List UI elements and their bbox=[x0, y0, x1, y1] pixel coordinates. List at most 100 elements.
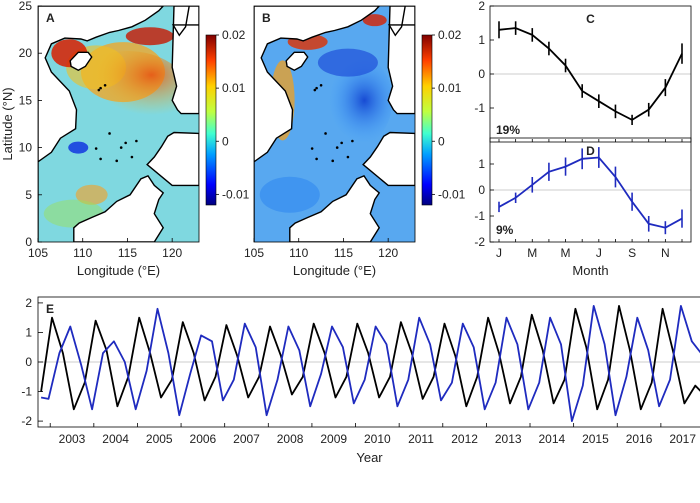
islet bbox=[135, 139, 138, 143]
variance-annotation: 9% bbox=[496, 223, 514, 237]
x-tick-label: 2005 bbox=[146, 432, 173, 446]
y-tick-label: 2 bbox=[25, 296, 32, 310]
coastline-hainan bbox=[285, 51, 309, 71]
x-tick-label: 2009 bbox=[320, 432, 347, 446]
colorbar-tick-label: -0.01 bbox=[438, 187, 466, 201]
islet bbox=[315, 157, 318, 161]
x-tick-label: S bbox=[628, 246, 636, 260]
islet bbox=[315, 86, 318, 90]
colorbar-tick-label: 0.02 bbox=[222, 28, 246, 42]
islet bbox=[351, 139, 354, 143]
panel-label: C bbox=[586, 12, 595, 26]
islet bbox=[94, 147, 98, 150]
x-tick-label: 2003 bbox=[59, 432, 86, 446]
islet bbox=[119, 146, 123, 149]
series-line-2 bbox=[40, 305, 700, 422]
colorbar-tick-label: 0.01 bbox=[438, 81, 462, 95]
coastline-taiwan bbox=[387, 6, 415, 37]
islet bbox=[313, 88, 317, 92]
map-panel-a: 105 110 115 120 0 5 10 15 20 25 Latitude (°N) Longi… bbox=[0, 0, 250, 278]
coastline-mainland bbox=[38, 6, 165, 242]
series-line-1 bbox=[40, 305, 700, 411]
hot-anomaly bbox=[362, 14, 387, 27]
x-tick-label: 2017 bbox=[669, 432, 696, 446]
coastline-mainland bbox=[254, 6, 381, 242]
colorbar-tick-label: 0.02 bbox=[438, 28, 462, 42]
y-tick-label: 0 bbox=[478, 183, 485, 197]
colorbar bbox=[421, 34, 433, 206]
islet bbox=[108, 132, 111, 135]
y-tick-label: 25 bbox=[19, 0, 33, 13]
panel-label: E bbox=[46, 302, 54, 316]
timeseries-panel-e: 2 1 0 -1 -2 2003 2004 2005 2006 2007 2008 2009 2010 2… bbox=[21, 296, 700, 465]
coastline-palawan bbox=[146, 131, 199, 187]
y-tick-label: -2 bbox=[474, 235, 485, 249]
y-tick-label: 1 bbox=[25, 325, 32, 339]
map-field-b bbox=[254, 6, 415, 242]
y-tick-label: -2 bbox=[21, 414, 32, 428]
x-tick-label: 120 bbox=[162, 246, 182, 260]
x-tick-label: 2015 bbox=[582, 432, 609, 446]
islet bbox=[340, 141, 343, 145]
y-axis-label: Latitude (°N) bbox=[0, 87, 15, 160]
islet bbox=[346, 155, 350, 159]
panel-label: A bbox=[46, 11, 55, 25]
y-tick-label: 2 bbox=[478, 0, 485, 13]
x-tick-label: 2006 bbox=[190, 432, 217, 446]
colorbar bbox=[205, 34, 217, 206]
coastline-hainan bbox=[69, 51, 93, 71]
x-tick-label: J bbox=[496, 246, 502, 260]
y-tick-label: -1 bbox=[21, 385, 32, 399]
y-tick-label: -1 bbox=[474, 209, 485, 223]
cool-anomaly bbox=[312, 52, 393, 149]
map-field-a bbox=[38, 6, 199, 242]
y-tick-label: 0 bbox=[25, 235, 32, 249]
panel-label: D bbox=[586, 144, 595, 158]
coastline-borneo bbox=[289, 175, 381, 242]
x-tick-label: J bbox=[596, 246, 602, 260]
coastline-palawan bbox=[362, 131, 415, 187]
islet bbox=[324, 132, 327, 135]
y-tick-label: 20 bbox=[19, 46, 33, 60]
monthly-panel-d: 1 0 -1 -2 J M M J S N Month D 9% bbox=[474, 137, 692, 278]
hot-anomaly bbox=[125, 27, 174, 46]
islet bbox=[99, 86, 102, 90]
cool-anomaly bbox=[317, 48, 378, 77]
y-tick-label: 1 bbox=[478, 157, 485, 171]
warm-anomaly bbox=[75, 184, 108, 205]
panel-label: B bbox=[262, 11, 271, 25]
coastline-taiwan bbox=[171, 6, 199, 37]
y-tick-label: 0 bbox=[25, 355, 32, 369]
x-tick-label: 115 bbox=[118, 246, 137, 260]
cool-anomaly bbox=[68, 141, 89, 154]
x-tick-label: 2004 bbox=[102, 432, 129, 446]
x-tick-label: 115 bbox=[334, 246, 353, 260]
map-frame bbox=[37, 5, 200, 243]
y-tick-label: 15 bbox=[19, 93, 33, 107]
series-line bbox=[498, 156, 683, 229]
x-tick-label: 105 bbox=[244, 246, 264, 260]
x-tick-label: 120 bbox=[378, 246, 398, 260]
map-frame bbox=[253, 5, 416, 243]
colorbar-tick-label: 0 bbox=[222, 134, 229, 148]
colorbar-tick-label: 0 bbox=[438, 134, 445, 148]
islet bbox=[310, 147, 314, 150]
x-axis-label: Longitude (°E) bbox=[77, 263, 160, 278]
series-line bbox=[498, 27, 683, 121]
islet bbox=[97, 88, 101, 92]
x-tick-label: 2013 bbox=[495, 432, 522, 446]
coastline-borneo bbox=[73, 175, 165, 242]
x-tick-label: M bbox=[561, 246, 571, 260]
cool-anomaly bbox=[259, 176, 320, 213]
x-tick-label: 2007 bbox=[233, 432, 260, 446]
y-tick-label: 1 bbox=[478, 33, 485, 47]
monthly-panel-c: 2 1 0 -1 C 19% bbox=[474, 0, 692, 143]
x-tick-label: 2011 bbox=[408, 432, 434, 446]
x-tick-label: 110 bbox=[73, 246, 92, 260]
islet bbox=[331, 159, 335, 163]
x-tick-label: 110 bbox=[289, 246, 308, 260]
x-axis-label: Month bbox=[572, 263, 608, 278]
x-axis-label: Year bbox=[356, 450, 383, 465]
